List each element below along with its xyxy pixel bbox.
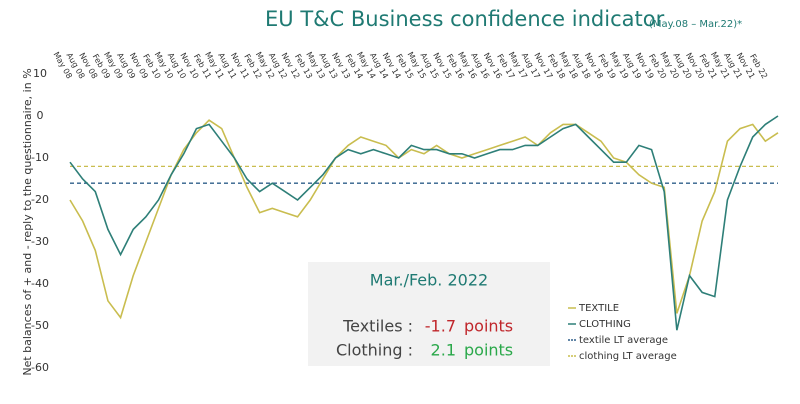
y-axis-label: Net balances of + and - reply to the que… — [21, 68, 34, 375]
box-label: Textiles : — [342, 317, 413, 336]
box-unit: points — [464, 317, 513, 336]
legend-label: clothing LT average — [579, 351, 677, 362]
box-label: Clothing : — [336, 341, 413, 360]
chart-subtitle: (May.08 – Mar.22)* — [649, 19, 742, 30]
chart-title: EU T&C Business confidence indicator — [265, 7, 665, 31]
y-tick-label: -20 — [31, 193, 49, 206]
series-line — [69, 115, 779, 331]
y-tick-label: 10 — [33, 67, 47, 80]
summary-box — [308, 262, 550, 366]
box-value: -1.7 — [425, 317, 456, 336]
legend-label: TEXTILE — [578, 303, 619, 314]
y-tick-label: 0 — [37, 109, 44, 122]
y-tick-label: -40 — [31, 277, 49, 290]
box-title: Mar./Feb. 2022 — [370, 271, 488, 290]
box-value: 2.1 — [431, 341, 456, 360]
y-tick-label: -10 — [31, 151, 49, 164]
y-tick-label: -50 — [31, 319, 49, 332]
y-tick-label: -60 — [31, 361, 49, 374]
box-unit: points — [464, 341, 513, 360]
legend-label: CLOTHING — [579, 319, 631, 330]
y-tick-label: -30 — [31, 235, 49, 248]
legend-label: textile LT average — [579, 335, 668, 346]
